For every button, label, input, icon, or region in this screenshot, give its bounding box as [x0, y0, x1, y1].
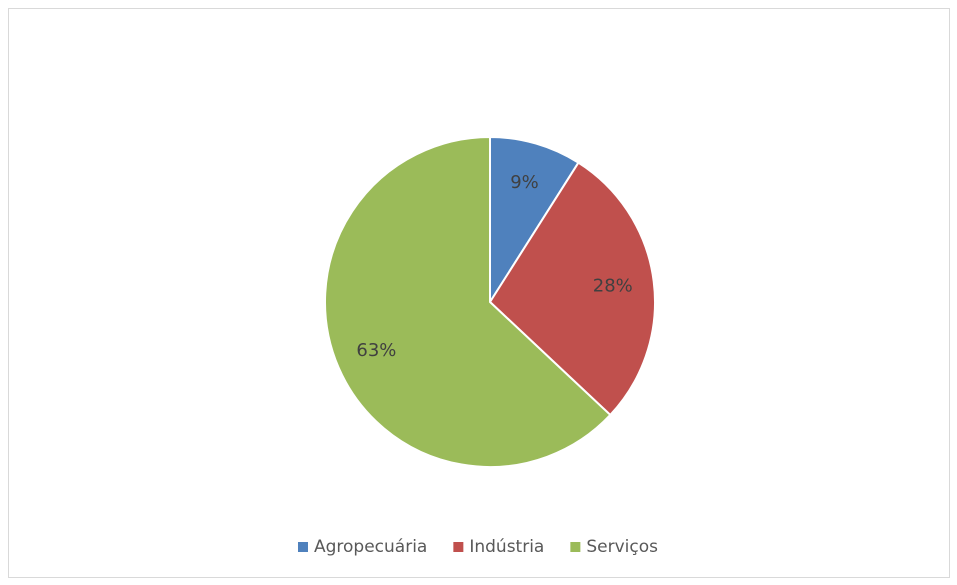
value-label: 9%: [510, 172, 539, 193]
legend-label: Agropecuária: [314, 537, 427, 557]
legend-swatch: [297, 542, 308, 552]
legend-label: Indústria: [469, 537, 544, 557]
pie-slice: [489, 135, 580, 306]
legend-swatch: [453, 542, 464, 552]
legend-swatch: [570, 542, 581, 552]
value-label: 63%: [356, 340, 396, 361]
pie-slice: [324, 135, 612, 468]
legend-label: Serviços: [586, 537, 658, 557]
value-label: 28%: [593, 275, 633, 296]
pie-slice: [488, 161, 656, 417]
